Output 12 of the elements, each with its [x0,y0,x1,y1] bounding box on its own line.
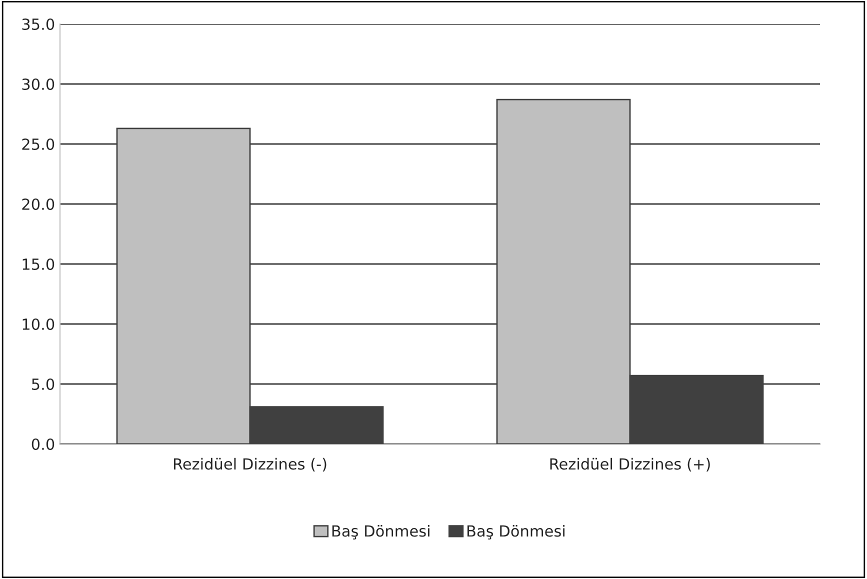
y-tick-label: 5.0 [32,378,54,390]
y-tick-label: 25.0 [22,138,54,150]
y-tick-label: 30.0 [22,78,54,90]
x-tick-label: Rezidüel Dizzines (+) [550,458,710,472]
legend-label: Baş Dönmesi [467,524,564,540]
x-tick-label: Rezidüel Dizzines (-) [174,458,326,472]
legend-label: Baş Dönmesi [332,524,430,540]
y-tick-label: 15.0 [22,258,54,270]
y-tick-label: 20.0 [22,198,54,210]
y-tick-label: 0.0 [32,438,54,450]
y-tick-label: 10.0 [22,318,54,330]
y-tick-label: 35.0 [22,18,54,30]
